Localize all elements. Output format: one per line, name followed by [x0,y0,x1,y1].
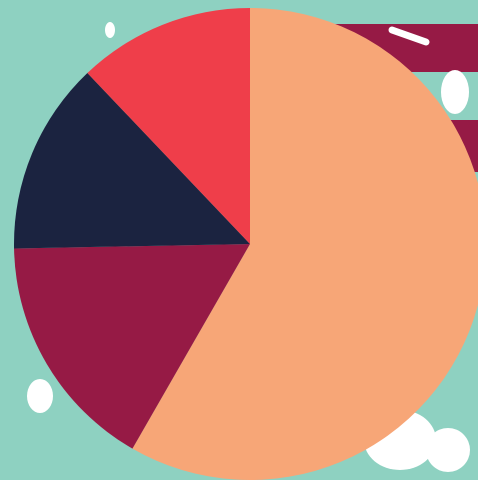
decor-blob [105,22,115,38]
decoration [27,22,478,472]
pie-slice [14,72,250,249]
pie [14,8,478,480]
pie-slice [132,8,478,480]
decor-blob [441,70,469,114]
decor-stroke [388,26,430,46]
pie-slice [14,244,250,449]
decor-blob [426,428,470,472]
pie-slice [87,8,250,244]
decor-blob [27,379,53,413]
